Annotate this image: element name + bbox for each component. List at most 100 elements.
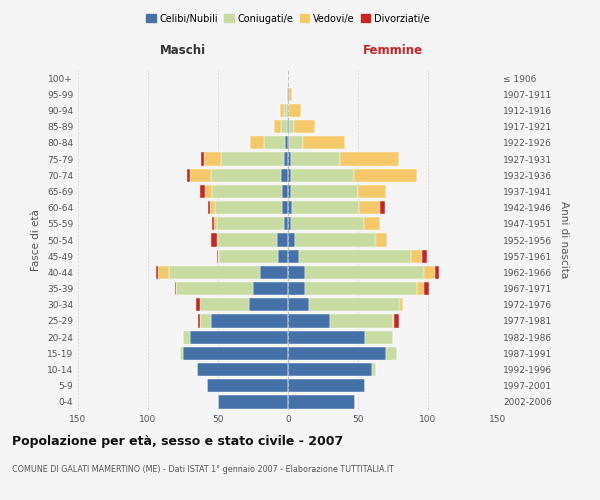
Bar bbox=[305, 282, 417, 295]
Bar bbox=[295, 234, 376, 246]
Bar bbox=[204, 152, 221, 166]
Bar bbox=[197, 363, 288, 376]
Bar bbox=[284, 104, 287, 117]
Bar bbox=[288, 88, 289, 101]
Bar bbox=[288, 104, 289, 117]
Bar bbox=[209, 201, 215, 214]
Bar bbox=[288, 346, 386, 360]
Bar bbox=[288, 363, 372, 376]
Bar bbox=[205, 185, 212, 198]
Bar bbox=[435, 266, 439, 279]
Bar bbox=[288, 136, 289, 149]
Bar bbox=[288, 330, 365, 344]
Bar bbox=[305, 266, 424, 279]
Bar bbox=[386, 346, 397, 360]
Bar bbox=[340, 152, 398, 166]
Bar bbox=[211, 234, 217, 246]
Bar bbox=[358, 185, 386, 198]
Bar bbox=[284, 152, 288, 166]
Bar bbox=[212, 217, 214, 230]
Bar bbox=[207, 379, 288, 392]
Bar bbox=[288, 396, 355, 408]
Bar bbox=[364, 217, 380, 230]
Bar bbox=[250, 136, 264, 149]
Bar bbox=[218, 396, 288, 408]
Bar bbox=[217, 250, 218, 263]
Bar bbox=[299, 250, 411, 263]
Bar bbox=[393, 314, 394, 328]
Bar bbox=[200, 314, 211, 328]
Bar bbox=[291, 152, 340, 166]
Bar bbox=[215, 201, 283, 214]
Bar bbox=[288, 298, 309, 312]
Bar bbox=[214, 217, 217, 230]
Bar bbox=[288, 314, 330, 328]
Bar bbox=[288, 379, 365, 392]
Bar bbox=[288, 152, 291, 166]
Bar bbox=[288, 185, 291, 198]
Bar bbox=[281, 168, 288, 182]
Bar bbox=[176, 282, 253, 295]
Bar bbox=[287, 120, 288, 134]
Text: Maschi: Maschi bbox=[160, 44, 206, 57]
Bar bbox=[260, 266, 288, 279]
Bar bbox=[293, 120, 314, 134]
Bar bbox=[180, 346, 183, 360]
Bar bbox=[274, 120, 281, 134]
Bar bbox=[196, 298, 200, 312]
Bar bbox=[183, 330, 190, 344]
Bar bbox=[417, 282, 424, 295]
Bar bbox=[380, 201, 385, 214]
Bar bbox=[394, 314, 398, 328]
Bar bbox=[281, 120, 287, 134]
Bar bbox=[217, 234, 218, 246]
Bar bbox=[175, 282, 176, 295]
Y-axis label: Anni di nascita: Anni di nascita bbox=[559, 202, 569, 278]
Bar bbox=[217, 217, 284, 230]
Bar bbox=[359, 201, 380, 214]
Bar bbox=[200, 185, 205, 198]
Bar bbox=[278, 250, 288, 263]
Bar bbox=[330, 314, 393, 328]
Bar bbox=[211, 314, 288, 328]
Bar bbox=[289, 120, 293, 134]
Bar bbox=[287, 88, 288, 101]
Bar bbox=[158, 266, 169, 279]
Bar bbox=[187, 168, 190, 182]
Bar bbox=[190, 330, 288, 344]
Bar bbox=[218, 250, 220, 263]
Bar bbox=[288, 168, 291, 182]
Bar bbox=[283, 201, 288, 214]
Bar bbox=[280, 104, 284, 117]
Bar bbox=[422, 250, 427, 263]
Bar bbox=[354, 168, 417, 182]
Bar bbox=[157, 266, 158, 279]
Bar bbox=[288, 217, 291, 230]
Bar bbox=[288, 120, 289, 134]
Bar bbox=[183, 346, 288, 360]
Bar bbox=[208, 201, 209, 214]
Bar bbox=[291, 168, 354, 182]
Bar bbox=[424, 266, 435, 279]
Bar bbox=[277, 234, 288, 246]
Bar bbox=[221, 152, 284, 166]
Bar bbox=[284, 217, 288, 230]
Legend: Celibi/Nubili, Coniugati/e, Vedovi/e, Divorziati/e: Celibi/Nubili, Coniugati/e, Vedovi/e, Di… bbox=[142, 10, 434, 28]
Bar bbox=[283, 185, 288, 198]
Bar bbox=[288, 250, 299, 263]
Bar bbox=[249, 298, 288, 312]
Bar bbox=[288, 282, 305, 295]
Bar bbox=[200, 298, 249, 312]
Bar bbox=[220, 250, 278, 263]
Bar bbox=[292, 201, 359, 214]
Bar bbox=[289, 136, 304, 149]
Text: Popolazione per età, sesso e stato civile - 2007: Popolazione per età, sesso e stato civil… bbox=[12, 435, 343, 448]
Bar bbox=[218, 234, 277, 246]
Bar bbox=[288, 234, 295, 246]
Bar bbox=[264, 136, 285, 149]
Bar bbox=[285, 136, 288, 149]
Bar bbox=[289, 104, 301, 117]
Bar bbox=[400, 298, 403, 312]
Bar bbox=[287, 104, 288, 117]
Y-axis label: Fasce di età: Fasce di età bbox=[31, 209, 41, 271]
